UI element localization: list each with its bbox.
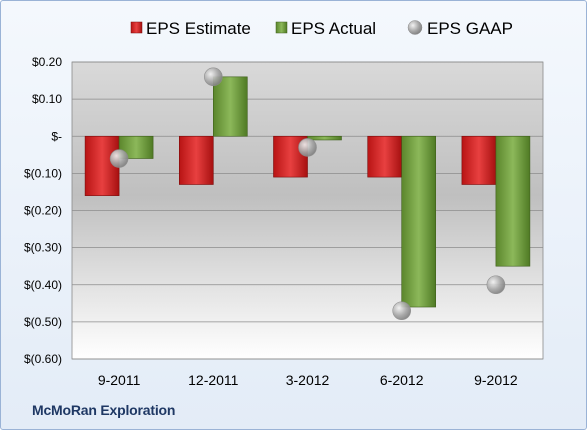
- gaap-marker: [109, 149, 129, 168]
- x-axis: 9-2011 12-2011 3-2012 6-2012 9-2012: [98, 372, 518, 388]
- actual-bar: [495, 135, 531, 267]
- x-tick-label: 12-2011: [188, 372, 239, 388]
- actual-bar: [307, 135, 342, 141]
- legend-label: EPS Actual: [291, 19, 376, 38]
- legend-label: EPS GAAP: [427, 19, 513, 38]
- y-tick-label: $(0.60): [24, 352, 62, 366]
- gaap-marker: [486, 275, 506, 295]
- actual-bar: [118, 135, 154, 159]
- actual-bar: [401, 135, 437, 308]
- estimate-bar: [179, 135, 214, 185]
- gaap-marker: [392, 301, 412, 321]
- legend-swatch: [275, 21, 288, 34]
- y-tick-label: $-: [51, 129, 62, 143]
- y-tick-label: $(0.20): [24, 204, 62, 218]
- y-tick-label: $(0.40): [24, 278, 62, 292]
- bars: [84, 76, 531, 308]
- y-tick-label: $0.20: [32, 55, 62, 69]
- gaap-marker: [298, 138, 317, 157]
- estimate-bar: [367, 135, 403, 178]
- gaap-markers: [109, 67, 506, 321]
- actual-bar: [213, 76, 248, 137]
- y-tick-label: $0.10: [32, 92, 62, 106]
- estimate-bar: [84, 135, 120, 196]
- y-tick-label: $(0.10): [24, 166, 62, 180]
- x-tick-label: 6-2012: [380, 372, 424, 388]
- x-tick-label: 9-2011: [98, 372, 141, 388]
- y-tick-label: $(0.50): [24, 315, 62, 329]
- x-tick-label: 9-2012: [474, 372, 518, 388]
- y-axis: $0.20 $0.10 $- $(0.10) $(0.20) $(0.30) $(0.40)…: [24, 55, 62, 366]
- y-tick-label: $(0.30): [24, 241, 62, 255]
- legend-swatch: [407, 20, 423, 35]
- gaap-marker: [204, 67, 223, 87]
- legend-label: EPS Estimate: [146, 19, 251, 38]
- estimate-bar: [461, 135, 497, 185]
- x-tick-label: 3-2012: [286, 372, 330, 388]
- company-name: McMoRan Exploration: [32, 402, 176, 418]
- legend-swatch: [130, 21, 143, 34]
- legend: EPS Estimate EPS Actual EPS GAAP: [130, 19, 513, 38]
